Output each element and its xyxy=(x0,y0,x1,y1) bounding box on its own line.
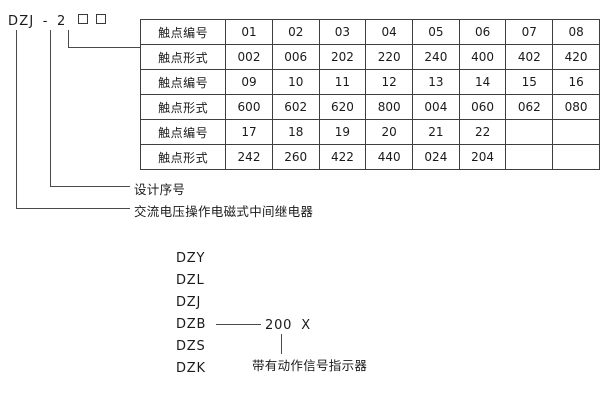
leader-line-prefix-horizontal xyxy=(16,208,130,209)
table-cell: 12 xyxy=(365,69,414,95)
table-cell: 01 xyxy=(225,19,273,45)
table-cell: 06 xyxy=(458,19,507,45)
row-header: 触点形式 xyxy=(139,44,227,70)
leader-line-indicator-vertical xyxy=(281,334,282,354)
table-cell: 11 xyxy=(318,69,367,95)
model-box-2 xyxy=(96,14,107,24)
leader-line-dzb-to-suffix xyxy=(216,324,261,325)
table-cell: 17 xyxy=(225,119,273,145)
series-item-dzk: DZK xyxy=(176,361,206,376)
table-cell: 800 xyxy=(365,94,414,120)
series-suffix-number: 200 xyxy=(265,318,293,333)
table-cell xyxy=(552,144,600,170)
table-cell: 04 xyxy=(365,19,414,45)
table-cell: 09 xyxy=(225,69,273,95)
row-header: 触点编号 xyxy=(139,69,227,95)
annotation-indicator-note: 带有动作信号指示器 xyxy=(252,358,368,373)
annotation-relay-description: 交流电压操作电磁式中间继电器 xyxy=(134,204,314,219)
table-cell: 422 xyxy=(318,144,367,170)
series-suffix: 200 X xyxy=(265,318,311,333)
table-cell: 10 xyxy=(271,69,320,95)
table-cell: 19 xyxy=(318,119,367,145)
model-series-digit: 2 xyxy=(56,14,67,29)
table-cell: 08 xyxy=(552,19,600,45)
table-cell: 220 xyxy=(365,44,414,70)
series-item-dzb: DZB xyxy=(176,317,207,332)
table-cell: 16 xyxy=(552,69,600,95)
model-dash: - xyxy=(42,14,49,29)
model-prefix: DZJ xyxy=(8,14,35,29)
table-cell: 060 xyxy=(458,94,507,120)
model-box-1 xyxy=(77,14,88,24)
table-cell: 260 xyxy=(271,144,320,170)
table-cell: 062 xyxy=(505,94,554,120)
row-header: 触点形式 xyxy=(139,144,227,170)
table-cell: 024 xyxy=(412,144,460,170)
table-cell: 602 xyxy=(271,94,320,120)
table-cell: 14 xyxy=(458,69,507,95)
table-cell: 440 xyxy=(365,144,414,170)
model-code: DZJ - 2 xyxy=(8,14,107,29)
series-item-dzl: DZL xyxy=(176,273,205,288)
table-cell: 240 xyxy=(412,44,460,70)
table-cell: 202 xyxy=(318,44,367,70)
table-cell: 02 xyxy=(271,19,320,45)
leader-line-boxes-vertical xyxy=(68,30,69,48)
table-cell: 13 xyxy=(412,69,460,95)
table-cell: 15 xyxy=(505,69,554,95)
table-row: 触点形式 242 260 422 440 024 204 xyxy=(139,144,600,170)
table-cell: 22 xyxy=(458,119,507,145)
table-cell: 620 xyxy=(318,94,367,120)
table-cell: 07 xyxy=(505,19,554,45)
table-cell: 242 xyxy=(225,144,273,170)
table-cell: 20 xyxy=(365,119,414,145)
contact-code-table: 触点编号 01 02 03 04 05 06 07 08 触点形式 002 00… xyxy=(139,19,600,170)
row-header: 触点形式 xyxy=(139,94,227,120)
table-cell: 002 xyxy=(225,44,273,70)
table-cell: 21 xyxy=(412,119,460,145)
table-cell xyxy=(505,119,554,145)
table-row: 触点编号 09 10 11 12 13 14 15 16 xyxy=(139,69,600,95)
table-cell: 204 xyxy=(458,144,507,170)
series-item-dzy: DZY xyxy=(176,251,206,266)
table-cell: 080 xyxy=(552,94,600,120)
table-cell xyxy=(505,144,554,170)
row-header: 触点编号 xyxy=(139,19,227,45)
table-row: 触点形式 600 602 620 800 004 060 062 080 xyxy=(139,94,600,120)
series-suffix-letter: X xyxy=(301,318,311,333)
row-header: 触点编号 xyxy=(139,119,227,145)
table-cell: 05 xyxy=(412,19,460,45)
leader-line-prefix-vertical xyxy=(16,30,17,208)
table-cell: 400 xyxy=(458,44,507,70)
table-cell xyxy=(552,119,600,145)
table-row: 触点形式 002 006 202 220 240 400 402 420 xyxy=(139,44,600,70)
leader-line-series-vertical xyxy=(50,30,51,186)
table-row: 触点编号 17 18 19 20 21 22 xyxy=(139,119,600,145)
table-cell: 600 xyxy=(225,94,273,120)
leader-line-series-horizontal xyxy=(50,186,130,187)
annotation-design-serial: 设计序号 xyxy=(134,182,186,197)
table-cell: 03 xyxy=(318,19,367,45)
table-row: 触点编号 01 02 03 04 05 06 07 08 xyxy=(139,19,600,45)
table-cell: 006 xyxy=(271,44,320,70)
contact-table-body: 触点编号 01 02 03 04 05 06 07 08 触点形式 002 00… xyxy=(139,19,600,170)
table-cell: 18 xyxy=(271,119,320,145)
table-cell: 420 xyxy=(552,44,600,70)
series-item-dzj: DZJ xyxy=(176,295,202,310)
table-cell: 004 xyxy=(412,94,460,120)
series-item-dzs: DZS xyxy=(176,339,206,354)
leader-line-boxes-horizontal xyxy=(68,47,140,48)
table-cell: 402 xyxy=(505,44,554,70)
